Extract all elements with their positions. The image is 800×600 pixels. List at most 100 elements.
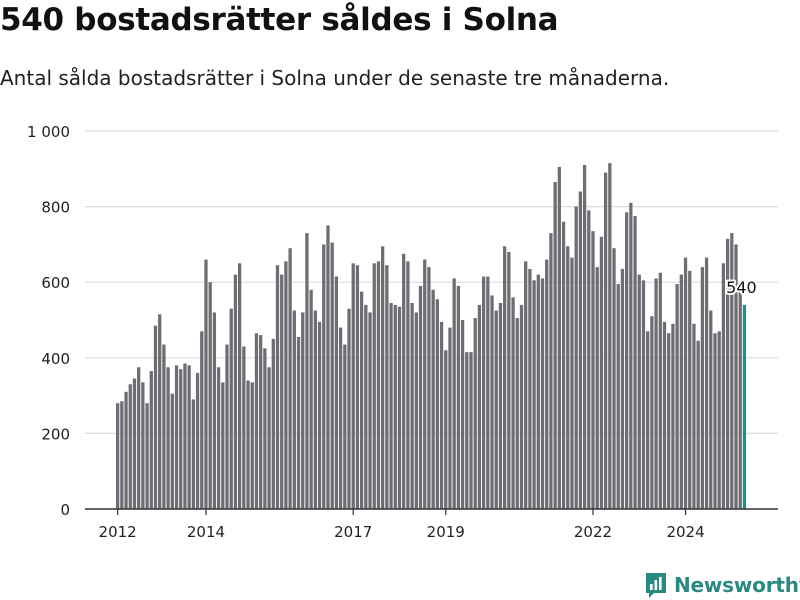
x-tick-label: 2022: [574, 523, 612, 541]
bar: [444, 350, 448, 509]
bar: [124, 391, 128, 509]
bar: [545, 259, 549, 509]
bar: [301, 312, 305, 509]
bar: [671, 323, 675, 509]
bar: [402, 253, 406, 509]
bar: [330, 242, 334, 509]
bar: [309, 289, 313, 509]
bar: [191, 399, 195, 509]
bar: [511, 297, 515, 509]
bar: [343, 344, 347, 509]
bar: [397, 306, 402, 509]
highlight-value-label: 540: [726, 278, 757, 297]
bar: [128, 384, 132, 509]
bar: [503, 246, 507, 510]
bar: [646, 331, 650, 509]
bar: [700, 267, 705, 509]
bar: [528, 268, 532, 509]
bar: [271, 338, 275, 509]
bar: [145, 403, 149, 509]
bar: [469, 352, 473, 509]
bar: [633, 216, 637, 510]
bar: [305, 233, 309, 509]
bar: [158, 314, 162, 509]
bar: [351, 263, 355, 509]
bar: [679, 274, 683, 509]
bar: [153, 325, 158, 509]
bar: [498, 302, 503, 509]
bar: [738, 289, 742, 509]
bar: [385, 265, 389, 509]
bar: [326, 225, 330, 509]
bar: [149, 371, 153, 509]
bar: [280, 274, 284, 509]
bar: [713, 333, 717, 509]
bar: [355, 265, 360, 509]
bar: [625, 212, 629, 509]
bar: [490, 295, 494, 509]
bar: [667, 333, 671, 509]
bar: [448, 327, 452, 509]
bar: [721, 263, 726, 509]
bar: [183, 363, 187, 509]
bar: [574, 206, 578, 509]
bar: [431, 289, 435, 509]
bar: [465, 352, 469, 509]
x-tick-label: 2012: [99, 523, 137, 541]
bar: [242, 346, 246, 509]
y-tick-label: 800: [41, 199, 70, 217]
bar: [561, 221, 566, 509]
bar: [725, 238, 730, 510]
bar: [549, 233, 553, 509]
bar: [435, 299, 439, 509]
x-tick-label: 2019: [427, 523, 465, 541]
bar: [608, 163, 612, 509]
bar: [410, 302, 414, 509]
bar: [692, 323, 696, 509]
bar: [730, 233, 734, 509]
bar: [313, 310, 317, 509]
bar: [616, 284, 620, 509]
x-tick-label: 2014: [187, 523, 225, 541]
bar: [439, 321, 444, 509]
bar: [477, 304, 482, 509]
bar: [338, 327, 343, 509]
bar: [582, 165, 587, 509]
bar: [650, 316, 654, 509]
bar: [212, 312, 217, 509]
bar: [381, 246, 385, 510]
bar: [414, 312, 418, 509]
bar: [553, 182, 557, 509]
bar: [629, 202, 633, 509]
bar: [591, 231, 595, 510]
bar: [368, 312, 372, 509]
bar: [494, 310, 498, 509]
bar: [195, 372, 200, 509]
bar: [166, 367, 170, 509]
bar: [267, 367, 271, 509]
bar: [359, 291, 364, 509]
y-tick-label: 400: [41, 350, 70, 368]
bar: [237, 263, 242, 509]
bar: [170, 393, 174, 509]
bar: [233, 274, 238, 509]
bar: [507, 251, 511, 509]
bar: [486, 276, 490, 509]
bar: [141, 382, 145, 509]
bar: [418, 285, 423, 509]
bar: [570, 257, 574, 509]
bar: [637, 274, 641, 509]
bar: [456, 285, 461, 509]
bar: [179, 369, 183, 509]
highlight-bar: [742, 304, 747, 509]
bar: [284, 261, 288, 509]
bar: [132, 378, 137, 509]
bar: [557, 166, 561, 509]
bar: [612, 248, 616, 509]
bar: [423, 259, 427, 509]
bar: [540, 278, 545, 509]
bar: [204, 259, 208, 509]
bar: [120, 401, 124, 509]
bar: [334, 276, 339, 509]
bar: [137, 367, 141, 509]
